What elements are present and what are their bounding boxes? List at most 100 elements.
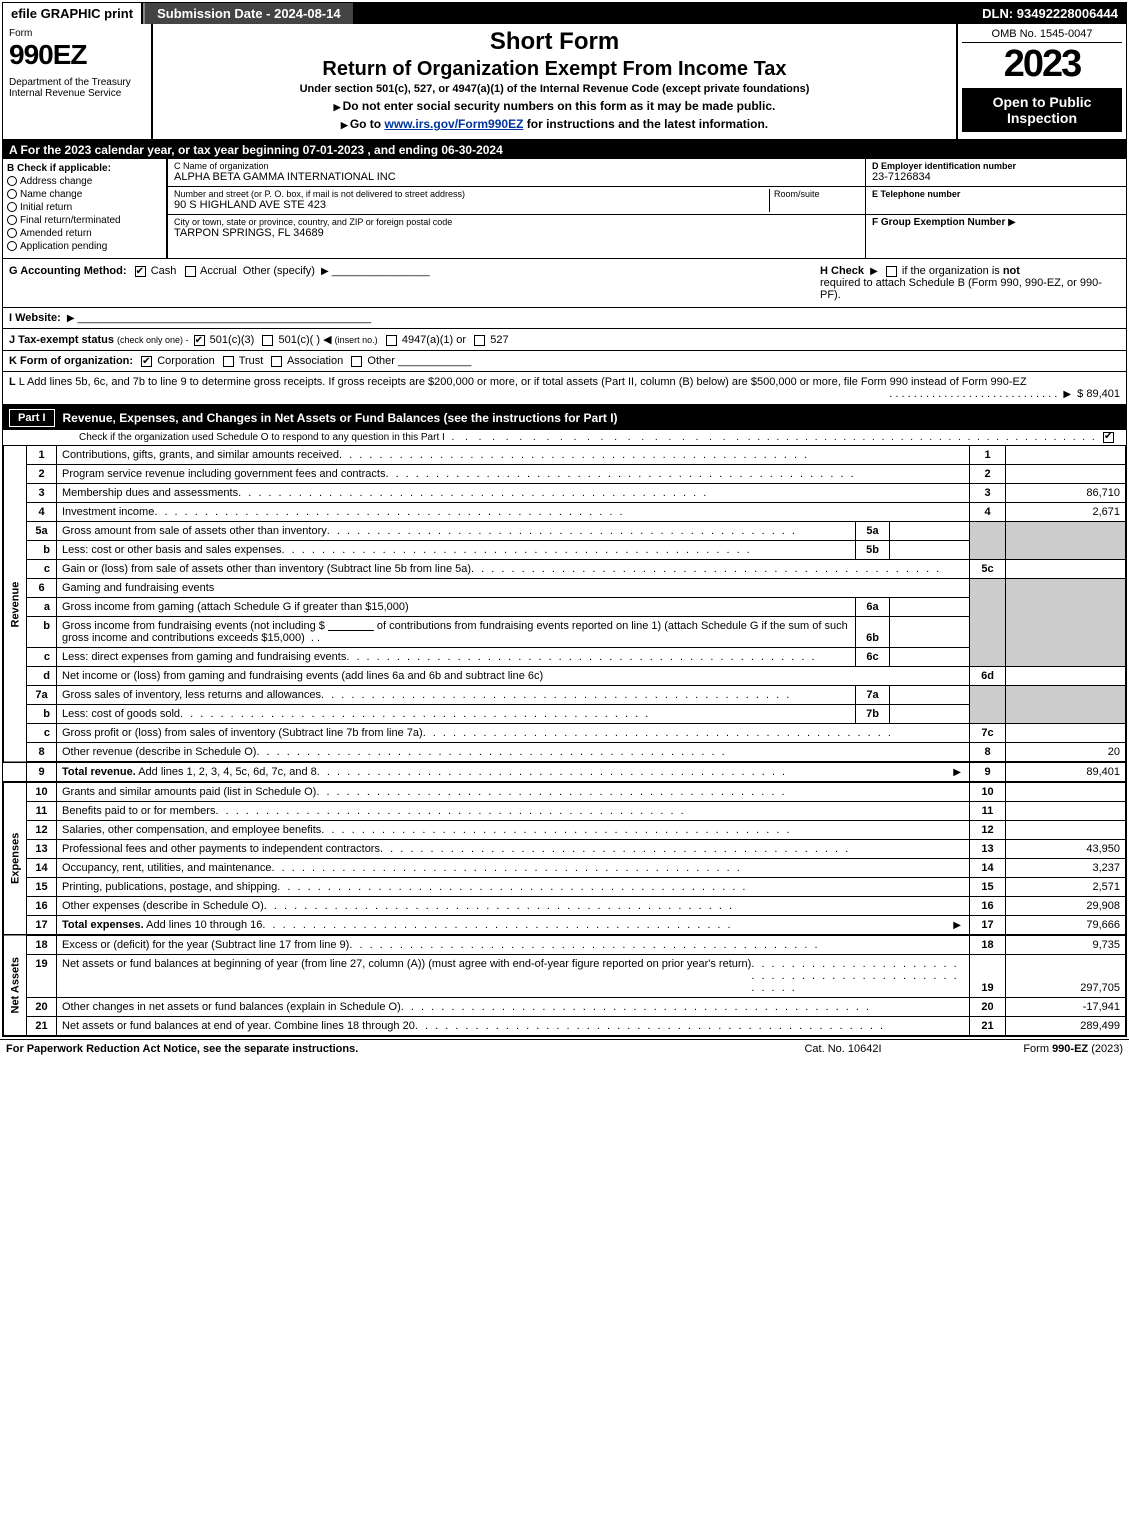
line-5b-row: b Less: cost or other basis and sales ex… xyxy=(4,541,1126,560)
line-18-amount: 9,735 xyxy=(1006,935,1126,955)
line-21-amount: 289,499 xyxy=(1006,1017,1126,1036)
line-3-amount: 86,710 xyxy=(1006,484,1126,503)
department-label: Department of the Treasury Internal Reve… xyxy=(9,77,145,99)
line-11-amount xyxy=(1006,802,1126,821)
omb-number: OMB No. 1545-0047 xyxy=(962,28,1122,43)
street-cell: Number and street (or P. O. box, if mail… xyxy=(168,187,865,215)
line-19-row: 19 Net assets or fund balances at beginn… xyxy=(4,955,1126,998)
group-exemption-cell: F Group Exemption Number ▶ xyxy=(866,215,1126,243)
checkbox-527[interactable] xyxy=(474,335,485,346)
return-title: Return of Organization Exempt From Incom… xyxy=(163,58,946,81)
line-4-row: 4 Investment income 4 2,671 xyxy=(4,503,1126,522)
public-inspection-badge: Open to Public Inspection xyxy=(962,88,1122,132)
line-9-amount: 89,401 xyxy=(1006,762,1126,782)
expenses-vertical-label: Expenses xyxy=(4,782,27,935)
arrow-icon: ▶ xyxy=(1008,217,1016,228)
ein-value: 23-7126834 xyxy=(872,171,1120,183)
line-9-row: 9 Total revenue. Add lines 1, 2, 3, 4, 5… xyxy=(4,762,1126,782)
line-8-amount: 20 xyxy=(1006,743,1126,763)
checkbox-accrual[interactable] xyxy=(185,266,196,277)
form-container: efile GRAPHIC print Submission Date - 20… xyxy=(2,2,1127,1037)
line-16-amount: 29,908 xyxy=(1006,897,1126,916)
line-5c-row: c Gain or (loss) from sale of assets oth… xyxy=(4,560,1126,579)
header-left: Form 990EZ Department of the Treasury In… xyxy=(3,24,153,139)
dln-label: DLN: 93492228006444 xyxy=(974,3,1126,24)
org-name-value: ALPHA BETA GAMMA INTERNATIONAL INC xyxy=(174,171,859,183)
part-1-header: Part I Revenue, Expenses, and Changes in… xyxy=(3,406,1126,430)
line-6a-amount xyxy=(890,598,970,617)
line-5b-amount xyxy=(890,541,970,560)
checkbox-other-org[interactable] xyxy=(351,356,362,367)
row-g-h: G Accounting Method: Cash Accrual Other … xyxy=(3,259,1126,308)
line-10-amount xyxy=(1006,782,1126,802)
footer-form-ref: Form 990-EZ (2023) xyxy=(943,1043,1123,1055)
city-value: TARPON SPRINGS, FL 34689 xyxy=(174,227,859,239)
telephone-cell: E Telephone number xyxy=(866,187,1126,215)
line-14-amount: 3,237 xyxy=(1006,859,1126,878)
net-assets-vertical-label: Net Assets xyxy=(4,935,27,1036)
footer-notice: For Paperwork Reduction Act Notice, see … xyxy=(6,1043,743,1055)
arrow-icon xyxy=(1060,388,1074,400)
column-c-org-info: C Name of organization ALPHA BETA GAMMA … xyxy=(168,159,866,258)
line-20-row: 20 Other changes in net assets or fund b… xyxy=(4,998,1126,1017)
line-15-row: 15 Printing, publications, postage, and … xyxy=(4,878,1126,897)
line-6b-row: b Gross income from fundraising events (… xyxy=(4,617,1126,648)
arrow-icon xyxy=(867,265,881,277)
line-20-amount: -17,941 xyxy=(1006,998,1126,1017)
efile-print-label[interactable]: efile GRAPHIC print xyxy=(3,3,143,24)
ein-cell: D Employer identification number 23-7126… xyxy=(866,159,1126,187)
checkbox-address-change[interactable]: Address change xyxy=(7,176,162,187)
website-row: I Website: _____________________________… xyxy=(3,308,1126,329)
checkbox-name-change[interactable]: Name change xyxy=(7,189,162,200)
checkbox-amended-return[interactable]: Amended return xyxy=(7,228,162,239)
line-6d-amount xyxy=(1006,667,1126,686)
checkbox-schedule-o-part1[interactable] xyxy=(1103,432,1114,443)
line-14-row: 14 Occupancy, rent, utilities, and maint… xyxy=(4,859,1126,878)
part-1-check-note: Check if the organization used Schedule … xyxy=(3,430,1126,445)
j-tax-exempt-row: J Tax-exempt status (check only one) - 5… xyxy=(3,329,1126,351)
header-center: Short Form Return of Organization Exempt… xyxy=(153,24,956,139)
line-15-amount: 2,571 xyxy=(1006,878,1126,897)
line-18-row: Net Assets 18 Excess or (deficit) for th… xyxy=(4,935,1126,955)
line-19-amount: 297,705 xyxy=(1006,955,1126,998)
line-7b-amount xyxy=(890,705,970,724)
form-label: Form xyxy=(9,28,145,39)
col-b-title: B Check if applicable: xyxy=(7,163,162,174)
checkbox-initial-return[interactable]: Initial return xyxy=(7,202,162,213)
column-de: D Employer identification number 23-7126… xyxy=(866,159,1126,258)
arrow-icon xyxy=(950,766,964,778)
checkbox-4947[interactable] xyxy=(386,335,397,346)
checkbox-trust[interactable] xyxy=(223,356,234,367)
checkbox-cash[interactable] xyxy=(135,266,146,277)
line-12-amount xyxy=(1006,821,1126,840)
line-7b-row: b Less: cost of goods sold 7b xyxy=(4,705,1126,724)
line-6b-amount xyxy=(890,617,970,648)
line-5c-amount xyxy=(1006,560,1126,579)
line-5a-row: 5a Gross amount from sale of assets othe… xyxy=(4,522,1126,541)
street-value: 90 S HIGHLAND AVE STE 423 xyxy=(174,199,769,211)
checkbox-final-return[interactable]: Final return/terminated xyxy=(7,215,162,226)
instruction-1: Do not enter social security numbers on … xyxy=(163,99,946,113)
line-21-row: 21 Net assets or fund balances at end of… xyxy=(4,1017,1126,1036)
checkbox-schedule-b[interactable] xyxy=(886,266,897,277)
checkbox-association[interactable] xyxy=(271,356,282,367)
short-form-title: Short Form xyxy=(163,28,946,56)
accounting-method: G Accounting Method: Cash Accrual Other … xyxy=(9,265,810,301)
submission-date: Submission Date - 2024-08-14 xyxy=(143,3,353,24)
line-4-amount: 2,671 xyxy=(1006,503,1126,522)
header-right: OMB No. 1545-0047 2023 Open to Public In… xyxy=(956,24,1126,139)
checkbox-501c3[interactable] xyxy=(194,335,205,346)
gross-receipts-amount: $ 89,401 xyxy=(1077,388,1120,400)
checkbox-application-pending[interactable]: Application pending xyxy=(7,241,162,252)
instruction-2: Go to www.irs.gov/Form990EZ for instruct… xyxy=(163,117,946,131)
form-number: 990EZ xyxy=(9,39,145,71)
irs-link[interactable]: www.irs.gov/Form990EZ xyxy=(384,117,523,131)
line-8-row: 8 Other revenue (describe in Schedule O)… xyxy=(4,743,1126,763)
checkbox-501c[interactable] xyxy=(262,335,273,346)
arrow-icon xyxy=(950,919,964,931)
line-6c-row: c Less: direct expenses from gaming and … xyxy=(4,648,1126,667)
page-footer: For Paperwork Reduction Act Notice, see … xyxy=(0,1039,1129,1058)
part-1-table: Revenue 1 Contributions, gifts, grants, … xyxy=(3,445,1126,1036)
org-name-cell: C Name of organization ALPHA BETA GAMMA … xyxy=(168,159,865,187)
checkbox-corporation[interactable] xyxy=(141,356,152,367)
